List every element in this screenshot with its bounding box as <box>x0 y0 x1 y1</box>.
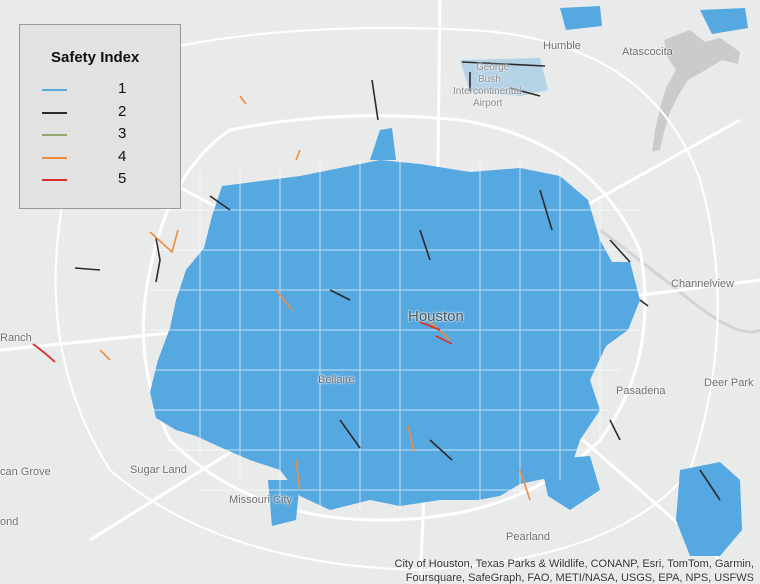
river-line <box>599 228 760 334</box>
label-airport-3: Intercontinental <box>453 86 522 97</box>
label-houston: Houston <box>408 308 464 325</box>
legend-title: Safety Index <box>51 49 140 66</box>
label-channelview: Channelview <box>671 278 734 290</box>
network-sw-spur <box>268 480 300 526</box>
legend-item-2: 2 <box>42 103 162 123</box>
label-pasadena: Pasadena <box>616 385 666 397</box>
attribution-line-1: City of Houston, Texas Parks & Wildlife,… <box>394 558 754 570</box>
label-missouri-city: Missouri City <box>229 494 292 506</box>
legend-item-4: 4 <box>42 148 162 168</box>
label-atascocita: Atascocita <box>622 46 673 58</box>
network-north-arm <box>370 128 396 160</box>
legend-swatch <box>42 156 67 159</box>
legend-label: 1 <box>118 80 127 97</box>
legend-swatch <box>42 111 67 114</box>
legend-swatch <box>42 179 67 181</box>
network-se-cluster <box>676 462 742 556</box>
network-humble <box>560 6 602 30</box>
label-airport-2: Bush <box>478 74 501 85</box>
network-index-1 <box>150 6 748 556</box>
legend-item-5: 5 <box>42 170 162 190</box>
label-ranch: Ranch <box>0 332 32 344</box>
legend-label: 4 <box>118 147 127 165</box>
label-can-grove: can Grove <box>0 466 51 478</box>
legend-label: 5 <box>118 170 127 187</box>
label-bellaire: Bellaire <box>318 374 355 386</box>
legend-label: 2 <box>118 102 127 120</box>
street-lattice <box>150 160 640 510</box>
label-sugar-land: Sugar Land <box>130 464 187 476</box>
label-pearland: Pearland <box>506 531 551 543</box>
map-attribution: City of Houston, Texas Parks & Wildlife,… <box>388 557 754 584</box>
lake-houston <box>652 30 740 152</box>
label-ond: ond <box>0 516 19 528</box>
network-ne-corner <box>700 8 748 34</box>
label-airport-4: Airport <box>473 98 503 109</box>
legend-label: 3 <box>118 125 127 142</box>
label-humble: Humble <box>543 40 581 52</box>
network-index-2 <box>74 61 721 501</box>
network-south-pearland <box>540 456 600 510</box>
legend-panel: Safety Index 1 2 3 4 5 <box>19 24 181 209</box>
network-index-5 <box>32 321 453 363</box>
beltway <box>141 114 647 522</box>
network-index-4 <box>99 95 531 501</box>
legend-swatch <box>42 89 67 91</box>
legend-item-3: 3 <box>42 125 162 145</box>
attribution-line-2: Foursquare, SafeGraph, FAO, METI/NASA, U… <box>405 572 754 584</box>
grand-parkway <box>54 27 719 572</box>
label-deer-park: Deer Park <box>704 377 754 389</box>
network-main <box>150 160 640 510</box>
legend-swatch <box>42 134 67 136</box>
legend-item-1: 1 <box>42 80 162 100</box>
network-airport <box>460 58 548 96</box>
label-airport-1: George <box>476 62 510 73</box>
